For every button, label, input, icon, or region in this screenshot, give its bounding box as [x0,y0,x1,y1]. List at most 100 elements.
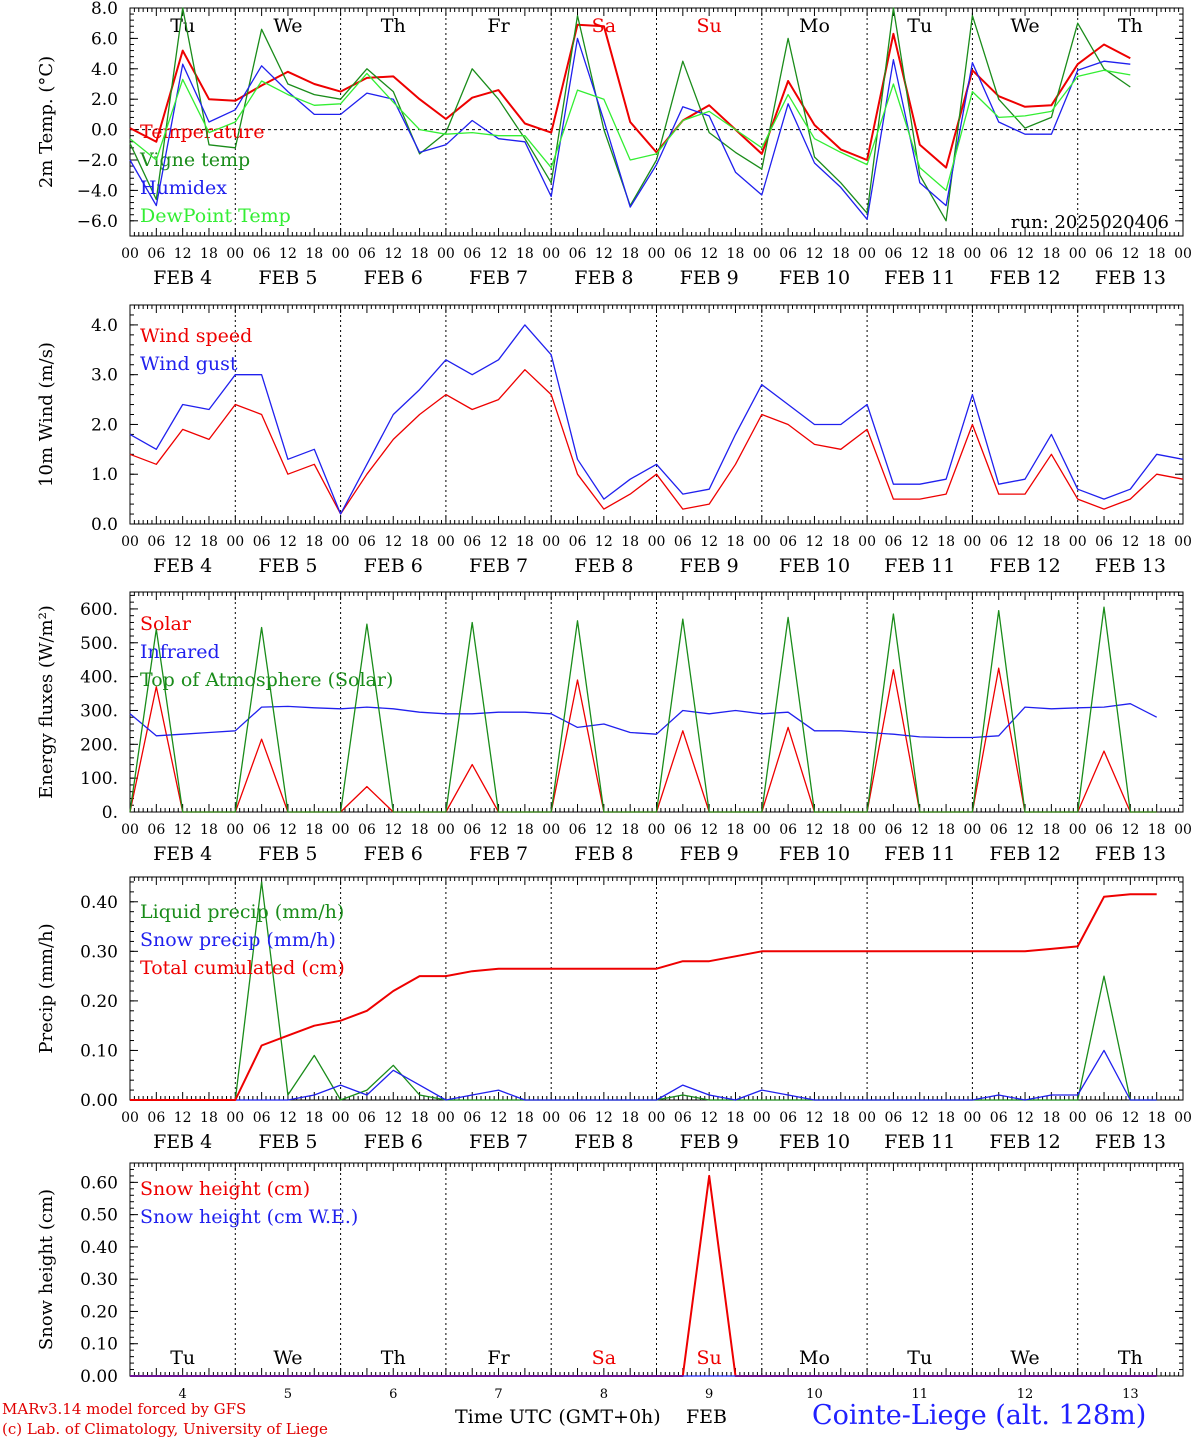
x-hour-label: 06 [463,534,481,550]
day-name: Mo [799,15,830,37]
legend-entry: Liquid precip (mm/h) [140,901,344,923]
y-tick-label: 0.20 [80,1302,118,1322]
day-name: Fr [487,1347,510,1369]
x-hour-label: 18 [516,822,534,838]
y-tick-label: 4.0 [91,60,118,80]
x-hour-label: 18 [1148,534,1166,550]
x-day-label: FEB 5 [258,267,317,289]
x-hour-label: 00 [1069,822,1087,838]
legend-entry: Wind gust [140,353,238,375]
x-hour-label: 00 [437,822,455,838]
day-name: We [273,1347,302,1369]
y-axis-label: 10m Wind (m/s) [36,342,57,487]
day-name: We [1010,15,1039,37]
x-day-number: 10 [806,1387,823,1402]
x-hour-label: 12 [490,246,508,262]
x-hour-label: 00 [542,822,560,838]
x-hour-label: 00 [226,1110,244,1126]
x-hour-label: 06 [674,1110,692,1126]
x-hour-label: 18 [305,246,323,262]
x-hour-label: 00 [648,1110,666,1126]
y-tick-label: 600. [80,600,118,620]
y-tick-label: 100. [80,769,118,789]
x-day-number: 6 [389,1387,397,1402]
x-hour-label: 06 [1095,246,1113,262]
x-hour-label: 00 [226,246,244,262]
x-hour-label: 06 [779,246,797,262]
x-hour-label: 18 [1148,822,1166,838]
x-day-number: 9 [705,1387,713,1402]
x-hour-label: 18 [305,534,323,550]
day-name: Fr [487,15,510,37]
x-hour-label: 12 [700,534,718,550]
x-hour-label: 12 [1016,534,1034,550]
x-day-label: FEB 5 [258,555,317,577]
x-hour-label: 06 [253,1110,271,1126]
x-hour-label: 12 [279,246,297,262]
x-hour-label: 00 [121,1110,139,1126]
x-hour-label: 18 [305,1110,323,1126]
x-hour-label: 18 [516,246,534,262]
x-hour-label: 18 [727,534,745,550]
day-name: Tu [907,15,932,37]
x-hour-label: 12 [700,1110,718,1126]
series-line [129,606,1157,813]
plot-frame-0 [129,7,1184,237]
x-hour-label: 18 [411,534,429,550]
x-hour-label: 12 [279,534,297,550]
x-hour-label: 18 [937,1110,955,1126]
x-day-label: FEB 13 [1095,555,1166,577]
x-hour-label: 18 [200,1110,218,1126]
x-hour-label: 18 [200,822,218,838]
x-hour-label: 06 [674,822,692,838]
x-hour-label: 12 [384,822,402,838]
x-hour-label: 18 [305,822,323,838]
x-day-label: FEB 7 [469,267,528,289]
y-tick-label: 0.10 [80,1335,118,1355]
x-hour-label: 06 [885,822,903,838]
legend-entry: Snow height (cm) [140,1178,310,1200]
x-day-label: FEB 8 [574,267,633,289]
x-hour-label: 12 [490,822,508,838]
y-axis-label: 2m Temp. (°C) [36,56,57,188]
x-day-number: 8 [600,1387,608,1402]
x-axis-month: FEB [686,1406,728,1428]
x-hour-label: 06 [885,534,903,550]
x-hour-label: 18 [621,1110,639,1126]
x-hour-label: 06 [1095,1110,1113,1126]
x-hour-label: 00 [121,822,139,838]
x-hour-label: 06 [358,246,376,262]
y-tick-label: 0.20 [80,992,118,1012]
x-hour-label: 12 [911,1110,929,1126]
legend-entry: Solar [140,613,192,635]
x-hour-label: 00 [437,246,455,262]
y-tick-label: 1.0 [91,465,118,485]
x-hour-label: 06 [674,534,692,550]
run-annotation: run: 2025020406 [1011,212,1169,233]
series-line [129,7,1131,222]
x-day-label: FEB 4 [153,1131,212,1153]
x-day-number: 4 [179,1387,187,1402]
x-hour-label: 00 [332,534,350,550]
x-hour-label: 18 [832,822,850,838]
x-hour-label: 06 [674,246,692,262]
x-hour-label: 18 [1042,1110,1060,1126]
y-tick-label: 6.0 [91,29,118,49]
x-hour-label: 12 [1016,1110,1034,1126]
x-hour-label: 00 [858,1110,876,1126]
x-hour-label: 00 [963,1110,981,1126]
y-tick-label: 0.00 [80,1367,118,1387]
x-hour-label: 00 [753,246,771,262]
x-hour-label: 06 [990,1110,1008,1126]
x-hour-label: 12 [174,1110,192,1126]
series-line [129,369,1184,515]
x-hour-label: 00 [1174,822,1192,838]
day-name: Th [381,15,406,37]
x-hour-label: 06 [358,534,376,550]
y-tick-label: 0.40 [80,1238,118,1258]
x-day-label: FEB 7 [469,843,528,865]
x-day-number: 7 [494,1387,502,1402]
x-hour-label: 06 [147,822,165,838]
x-hour-label: 18 [1042,246,1060,262]
